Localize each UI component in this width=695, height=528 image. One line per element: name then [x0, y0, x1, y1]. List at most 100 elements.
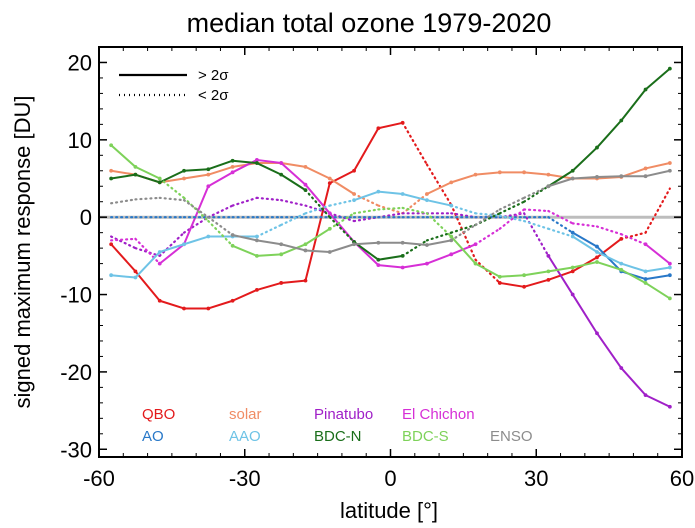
series-segment [377, 206, 404, 211]
data-point [327, 250, 332, 254]
series-segment [474, 262, 501, 278]
y-tick-label: 10 [68, 128, 92, 153]
series-segment [644, 169, 671, 178]
series-segment [498, 196, 526, 211]
data-point [619, 261, 624, 266]
series-segment [134, 251, 161, 279]
data-point [449, 238, 454, 243]
data-point [352, 198, 356, 203]
legend-entry: BDC-N [314, 428, 362, 445]
series-segment [644, 243, 671, 265]
series-segment [110, 274, 137, 279]
data-point [570, 269, 575, 274]
data-point [619, 267, 624, 272]
series-segment [328, 199, 356, 207]
series-segment [595, 175, 623, 178]
x-tick-label: 0 [384, 466, 396, 491]
data-point [522, 284, 527, 289]
data-point [449, 252, 454, 257]
series-segment [547, 173, 574, 180]
data-point [279, 161, 284, 165]
series-segment [644, 394, 671, 408]
series-segment [255, 196, 283, 202]
data-point [643, 277, 648, 281]
x-axis-label: latitude [°] [340, 498, 438, 523]
series-segment [207, 165, 234, 176]
series-segment [377, 190, 404, 195]
series-segment [644, 266, 671, 273]
series-segment [304, 204, 331, 215]
series-segment [207, 299, 234, 310]
series-segment [571, 231, 598, 248]
data-point [279, 281, 284, 285]
series-segment [523, 278, 550, 288]
legend: QBO solar Pinatubo El Chichon AO AAO BDC-N BDC-… [142, 406, 533, 445]
x-tick-label: -30 [229, 466, 261, 491]
data-point [497, 281, 502, 285]
data-point [595, 331, 599, 336]
series-segment [644, 187, 671, 234]
data-point [546, 269, 551, 274]
data-point [400, 192, 405, 196]
series-segment [207, 159, 234, 171]
data-point [182, 306, 186, 311]
series-segment [620, 262, 647, 273]
series-segment [644, 67, 671, 91]
data-point [643, 174, 648, 179]
series-segment [425, 253, 453, 265]
series-segment [183, 235, 210, 246]
series-segment [571, 235, 598, 253]
series-segment [280, 279, 307, 284]
data-point [570, 265, 575, 270]
series-segment [571, 293, 598, 335]
series-segment [401, 241, 428, 247]
series-segment [474, 258, 501, 285]
data-point [667, 261, 672, 266]
series-segment [425, 212, 453, 238]
series-segment [498, 214, 526, 223]
series-segment [425, 163, 453, 206]
data-point [425, 243, 429, 247]
data-point [279, 242, 284, 247]
series-segment [401, 192, 428, 202]
series-segment [207, 219, 234, 247]
series-segment [620, 231, 647, 240]
legend-entry: solar [229, 406, 262, 423]
data-point [206, 167, 211, 172]
data-point [449, 234, 454, 239]
series-segment [182, 216, 210, 234]
legend-entry: BDC-S [402, 428, 449, 445]
data-point [570, 230, 575, 235]
plot-frame [98, 46, 683, 458]
series-segment [474, 227, 501, 246]
series-segment [134, 173, 161, 184]
series-segment [377, 121, 404, 130]
series-segment [450, 173, 477, 184]
data-point [667, 296, 672, 301]
data-point [133, 165, 138, 169]
series-segment [401, 206, 429, 215]
series-segment [425, 239, 453, 247]
data-point [109, 143, 114, 148]
data-point [230, 298, 235, 303]
series-segment [450, 223, 477, 242]
series-segment [255, 253, 283, 257]
data-point [449, 203, 454, 208]
data-point [546, 277, 551, 282]
series-segment [280, 243, 307, 256]
data-point [595, 260, 599, 264]
series-segment [352, 208, 380, 215]
series-segment [110, 144, 137, 168]
series-segment [644, 162, 671, 170]
series-segment [158, 243, 186, 253]
data-point [667, 168, 672, 173]
data-point [376, 126, 381, 131]
data-point [303, 242, 308, 247]
series-segment [158, 299, 186, 310]
series-segment [304, 189, 331, 219]
series-segment [595, 245, 623, 273]
series-segment [207, 204, 234, 219]
series-segment [280, 243, 307, 252]
data-point [279, 172, 284, 177]
